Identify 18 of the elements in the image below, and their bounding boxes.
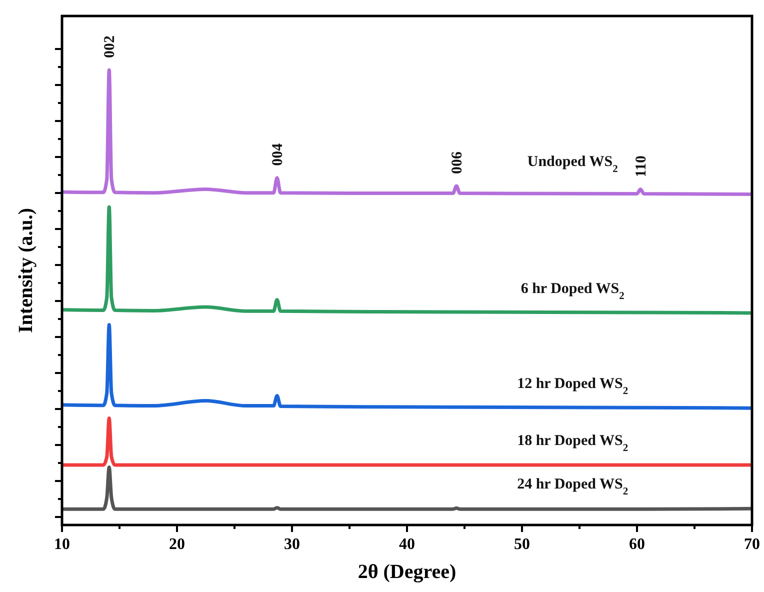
annotation: 006 — [449, 151, 466, 174]
annotation: 110 — [633, 156, 650, 178]
x-tick-label: 60 — [629, 536, 645, 553]
series-label: Undoped WS$_{2}$ — [527, 154, 618, 175]
x-tick-label: 20 — [169, 536, 185, 553]
x-tick-label: 10 — [54, 536, 70, 553]
x-tick-label: 70 — [744, 536, 760, 553]
annotation: 002 — [102, 36, 118, 58]
series-label: 18 hr Doped WS$_{2}$ — [517, 432, 628, 454]
annotation: 004 — [270, 142, 286, 166]
x-tick-label: 30 — [284, 536, 300, 553]
x-tick-label: 50 — [514, 536, 530, 553]
x-tick-label: 40 — [399, 536, 415, 553]
y-axis-title: Intensity (a.u.) — [15, 208, 37, 334]
x-axis-title: 2θ (Degree) — [358, 561, 456, 583]
series-label: 24 hr Doped WS$_{2}$ — [517, 476, 628, 498]
series-label: 12 hr Doped WS$_{2}$ — [517, 376, 628, 397]
series-label: 6 hr Doped WS$_{2}$ — [520, 280, 624, 302]
